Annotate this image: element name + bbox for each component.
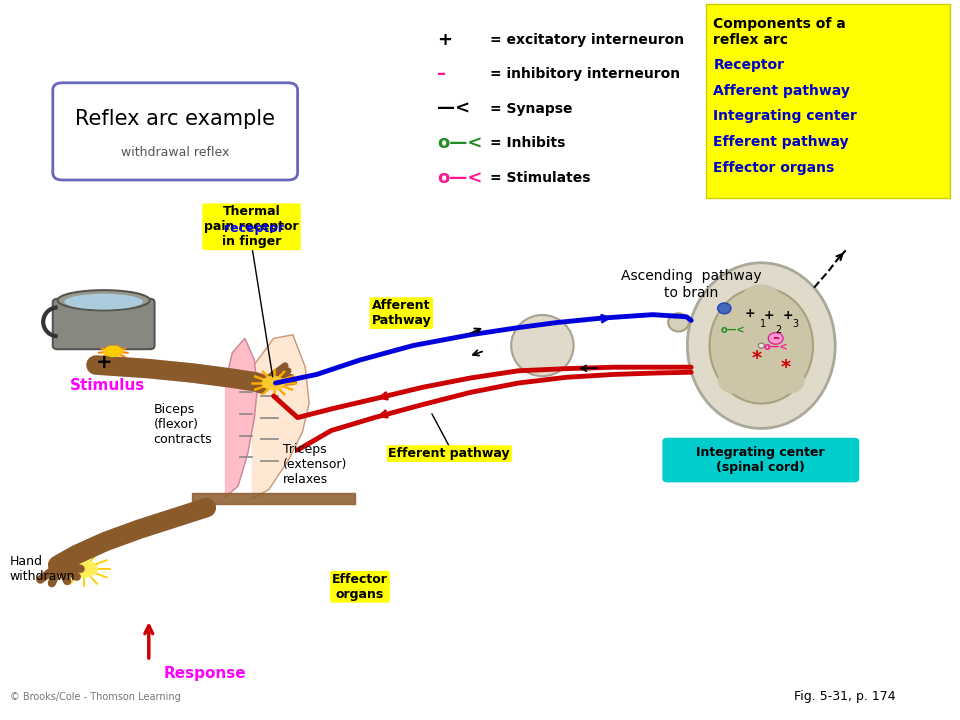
Text: = Stimulates: = Stimulates	[490, 171, 590, 185]
Text: receptor: receptor	[225, 222, 284, 235]
Text: withdrawal reflex: withdrawal reflex	[121, 145, 229, 158]
Polygon shape	[226, 338, 257, 497]
Text: 2: 2	[776, 325, 781, 335]
FancyBboxPatch shape	[706, 4, 950, 198]
Text: © Brooks/Cole - Thomson Learning: © Brooks/Cole - Thomson Learning	[10, 692, 180, 702]
Text: 3: 3	[793, 319, 799, 329]
Text: –: –	[772, 331, 780, 346]
Text: Efferent pathway: Efferent pathway	[389, 447, 510, 460]
Text: *: *	[780, 358, 790, 377]
Ellipse shape	[64, 294, 143, 310]
Text: Ascending  pathway
to brain: Ascending pathway to brain	[621, 269, 761, 300]
Text: —<: —<	[437, 99, 470, 117]
Text: Stimulus: Stimulus	[70, 378, 145, 392]
Text: o—<: o—<	[437, 135, 482, 153]
Text: *: *	[752, 349, 761, 368]
Text: Components of a
reflex arc: Components of a reflex arc	[713, 17, 846, 47]
Ellipse shape	[718, 367, 749, 394]
Ellipse shape	[104, 346, 123, 357]
Text: Reflex arc example: Reflex arc example	[75, 109, 276, 129]
Text: Afferent
Pathway: Afferent Pathway	[372, 300, 431, 327]
Text: = excitatory interneuron: = excitatory interneuron	[490, 32, 684, 47]
Text: +: +	[437, 30, 452, 49]
Polygon shape	[192, 493, 355, 504]
Text: = Inhibits: = Inhibits	[490, 136, 565, 150]
Text: Receptor: Receptor	[713, 58, 784, 71]
Text: –: –	[437, 66, 446, 84]
Text: 1: 1	[760, 319, 766, 329]
Ellipse shape	[69, 560, 98, 577]
Polygon shape	[252, 335, 309, 498]
Text: Effector
organs: Effector organs	[332, 573, 388, 600]
Text: o—<: o—<	[720, 325, 745, 335]
FancyBboxPatch shape	[662, 438, 859, 482]
Text: o—<: o—<	[437, 169, 482, 187]
Text: +: +	[782, 309, 794, 322]
Text: = Synapse: = Synapse	[490, 102, 572, 116]
FancyBboxPatch shape	[53, 83, 298, 180]
Ellipse shape	[741, 284, 781, 316]
Text: Efferent pathway: Efferent pathway	[713, 135, 849, 149]
Ellipse shape	[718, 303, 731, 314]
Ellipse shape	[58, 290, 150, 310]
FancyBboxPatch shape	[53, 299, 155, 349]
Text: Hand
withdrawn: Hand withdrawn	[10, 555, 75, 582]
Text: +: +	[95, 353, 112, 372]
Text: +: +	[763, 309, 775, 322]
Ellipse shape	[774, 367, 804, 394]
Text: Response: Response	[163, 666, 246, 680]
Ellipse shape	[768, 333, 783, 344]
Text: Fig. 5-31, p. 174: Fig. 5-31, p. 174	[794, 690, 896, 703]
Text: Thermal
pain receptor
in finger: Thermal pain receptor in finger	[204, 205, 299, 248]
Text: Integrating center
(spinal cord): Integrating center (spinal cord)	[697, 446, 825, 474]
Text: Integrating center: Integrating center	[713, 109, 857, 123]
Text: Biceps
(flexor)
contracts: Biceps (flexor) contracts	[154, 403, 212, 446]
Ellipse shape	[709, 287, 813, 403]
Text: Afferent pathway: Afferent pathway	[713, 84, 851, 97]
Ellipse shape	[687, 263, 835, 428]
Text: Effector organs: Effector organs	[713, 161, 834, 175]
Ellipse shape	[758, 343, 764, 348]
Ellipse shape	[668, 313, 689, 331]
Text: Triceps
(extensor)
relaxes: Triceps (extensor) relaxes	[283, 443, 348, 486]
Text: = inhibitory interneuron: = inhibitory interneuron	[490, 67, 680, 81]
Ellipse shape	[261, 376, 286, 390]
Text: +: +	[744, 307, 756, 320]
Ellipse shape	[511, 315, 574, 376]
Text: o—<: o—<	[763, 342, 788, 352]
